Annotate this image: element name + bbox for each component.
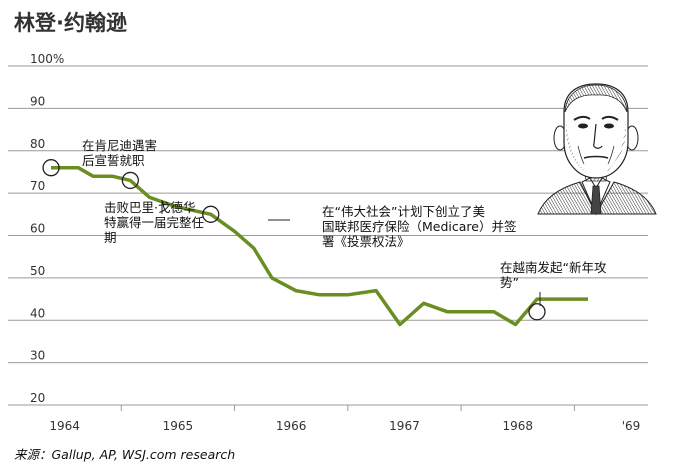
annotation-label: 国联邦医疗保险（Medicare）并签 (322, 219, 517, 234)
annotation-label: 势” (500, 275, 519, 290)
series-layer (51, 165, 588, 327)
annotation-label: 在“伟大社会”计划下创立了美 (322, 204, 485, 219)
series-line (51, 165, 588, 327)
x-tick-label: '69 (622, 419, 641, 433)
event-marker (42, 159, 60, 177)
y-tick-label: 60 (30, 222, 45, 236)
x-tick-label: 1964 (49, 419, 80, 433)
grid (8, 65, 648, 406)
x-tick-label: 1967 (389, 419, 420, 433)
x-tick-label: 1968 (502, 419, 533, 433)
y-tick-label: 90 (30, 94, 45, 108)
event-marker (528, 303, 546, 321)
annotation-label: 署《投票权法》 (322, 234, 410, 249)
annotation-label: 特赢得一届完整任 (104, 215, 204, 230)
y-tick-label: 50 (30, 264, 45, 278)
annotation-label: 在越南发起“新年攻 (500, 260, 607, 275)
event-marker (202, 205, 220, 223)
annotation-label: 击败巴里·戈德华 (104, 200, 195, 215)
y-axis-ticks: 100% 90 80 70 60 50 40 30 20 (30, 52, 64, 405)
y-tick-label: 100% (30, 52, 64, 66)
annotation-label: 后宣誓就职 (82, 153, 145, 168)
y-tick-label: 80 (30, 137, 45, 151)
y-tick-label: 20 (30, 391, 45, 405)
x-tick-label: 1965 (163, 419, 194, 433)
chart-title: 林登·约翰逊 (14, 11, 127, 35)
source-note: 来源：Gallup, AP, WSJ.com research (14, 447, 235, 462)
y-tick-label: 70 (30, 179, 45, 193)
portrait-illustration (537, 83, 657, 216)
annotation-label: 期 (104, 230, 117, 245)
event-marker (121, 171, 139, 190)
y-tick-label: 30 (30, 349, 45, 363)
y-tick-label: 40 (30, 306, 45, 320)
annotation-label: 在肯尼迪遇害 (82, 138, 157, 153)
x-tick-label: 1966 (276, 419, 307, 433)
x-axis-ticks: 1964 1965 1966 1967 1968 '69 (49, 405, 640, 433)
